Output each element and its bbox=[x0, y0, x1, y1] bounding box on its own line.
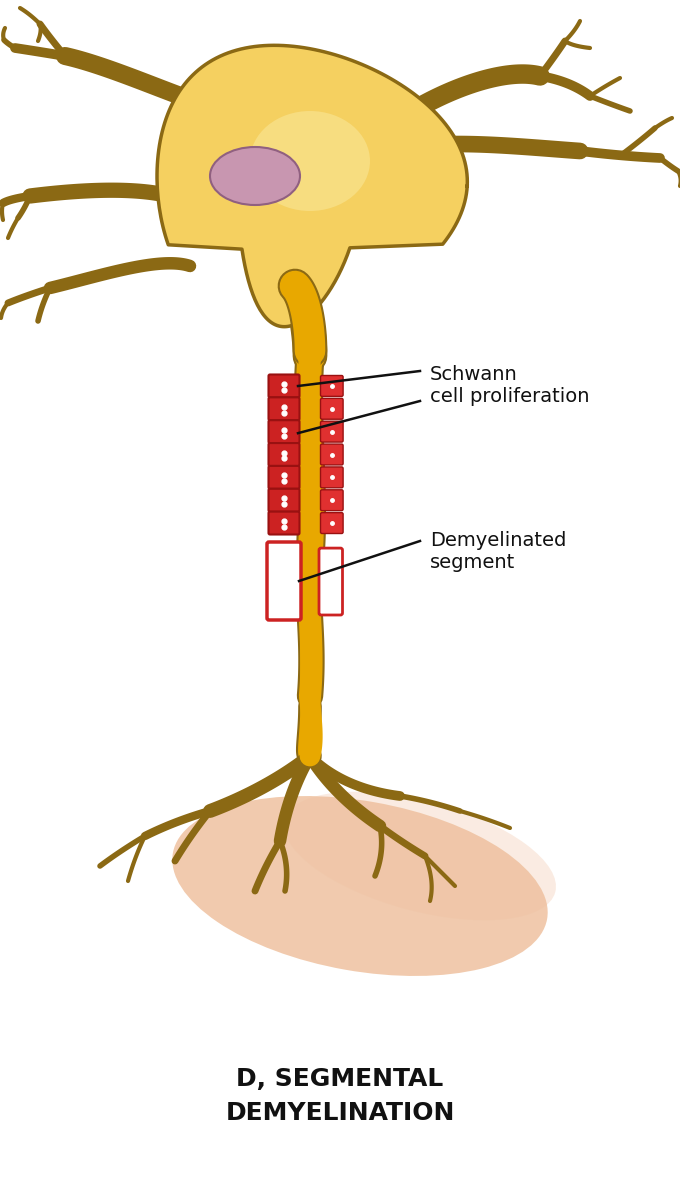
FancyBboxPatch shape bbox=[320, 398, 343, 420]
FancyBboxPatch shape bbox=[269, 443, 299, 466]
Polygon shape bbox=[157, 45, 467, 327]
Ellipse shape bbox=[172, 797, 547, 976]
Text: Schwann
cell proliferation: Schwann cell proliferation bbox=[430, 366, 590, 407]
FancyBboxPatch shape bbox=[269, 420, 299, 443]
FancyBboxPatch shape bbox=[269, 489, 299, 512]
FancyBboxPatch shape bbox=[320, 444, 343, 465]
FancyBboxPatch shape bbox=[269, 397, 299, 420]
Ellipse shape bbox=[284, 792, 556, 920]
FancyBboxPatch shape bbox=[269, 512, 299, 535]
FancyBboxPatch shape bbox=[320, 421, 343, 443]
FancyBboxPatch shape bbox=[320, 513, 343, 533]
Ellipse shape bbox=[250, 111, 370, 210]
Text: D, SEGMENTAL
DEMYELINATION: D, SEGMENTAL DEMYELINATION bbox=[225, 1067, 455, 1124]
FancyBboxPatch shape bbox=[269, 466, 299, 489]
FancyBboxPatch shape bbox=[320, 466, 343, 488]
FancyBboxPatch shape bbox=[320, 490, 343, 511]
FancyBboxPatch shape bbox=[320, 376, 343, 396]
Text: Demyelinated
segment: Demyelinated segment bbox=[430, 531, 566, 572]
Ellipse shape bbox=[210, 147, 300, 205]
FancyBboxPatch shape bbox=[269, 374, 299, 397]
FancyBboxPatch shape bbox=[319, 548, 343, 615]
FancyBboxPatch shape bbox=[267, 542, 301, 620]
